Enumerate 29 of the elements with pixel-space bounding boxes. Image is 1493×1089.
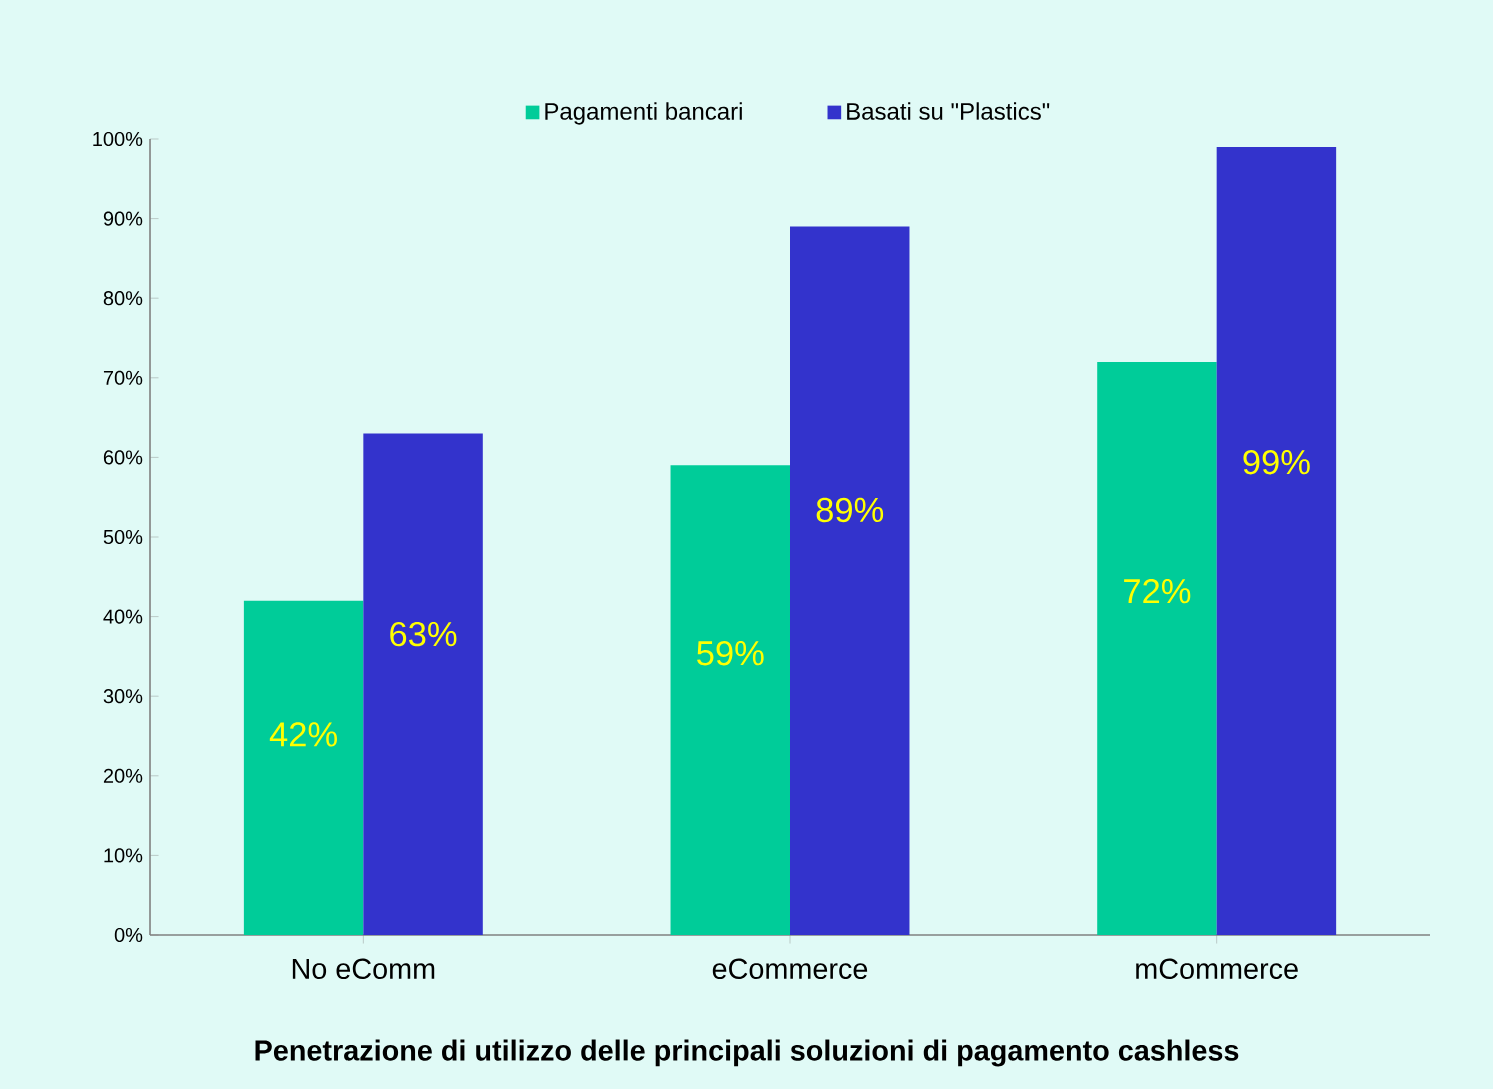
bar xyxy=(790,226,910,935)
bar xyxy=(1097,361,1217,935)
y-tick-label: 70% xyxy=(103,370,143,385)
legend-label: Basati su "Plastics" xyxy=(847,102,1050,120)
data-label: 89% xyxy=(816,497,884,523)
data-label: 99% xyxy=(1243,449,1310,475)
x-tick-label: No eComm xyxy=(292,958,435,979)
y-tick-label: 20% xyxy=(103,768,143,783)
x-tick-label: mCommerce xyxy=(1136,958,1298,979)
text: Penetrazione di utilizzo delle principali soluzioni di pagamento cashless xyxy=(255,1039,1239,1067)
y-tick-label: 50% xyxy=(103,529,143,545)
bar xyxy=(243,600,364,935)
y-tick-label: 90% xyxy=(103,211,143,226)
legend-label: Pagamenti bancari xyxy=(545,102,742,125)
y-tick-label: 60% xyxy=(103,450,143,465)
data-label: 72% xyxy=(1124,578,1191,604)
bar xyxy=(670,465,791,935)
data-label: 59% xyxy=(697,640,764,666)
y-tick-label: 0% xyxy=(114,927,143,943)
bar xyxy=(363,433,483,935)
bar xyxy=(1216,146,1337,935)
y-tick-label: 30% xyxy=(103,689,143,704)
y-tick-label: 10% xyxy=(104,848,143,863)
data-label: 63% xyxy=(390,621,457,647)
y-tick-label: 40% xyxy=(103,609,143,624)
x-tick-label: eCommerce xyxy=(712,958,868,979)
y-tick-label: 100% xyxy=(93,131,143,147)
y-tick-label: 80% xyxy=(103,291,143,306)
data-label: 42% xyxy=(269,722,337,747)
